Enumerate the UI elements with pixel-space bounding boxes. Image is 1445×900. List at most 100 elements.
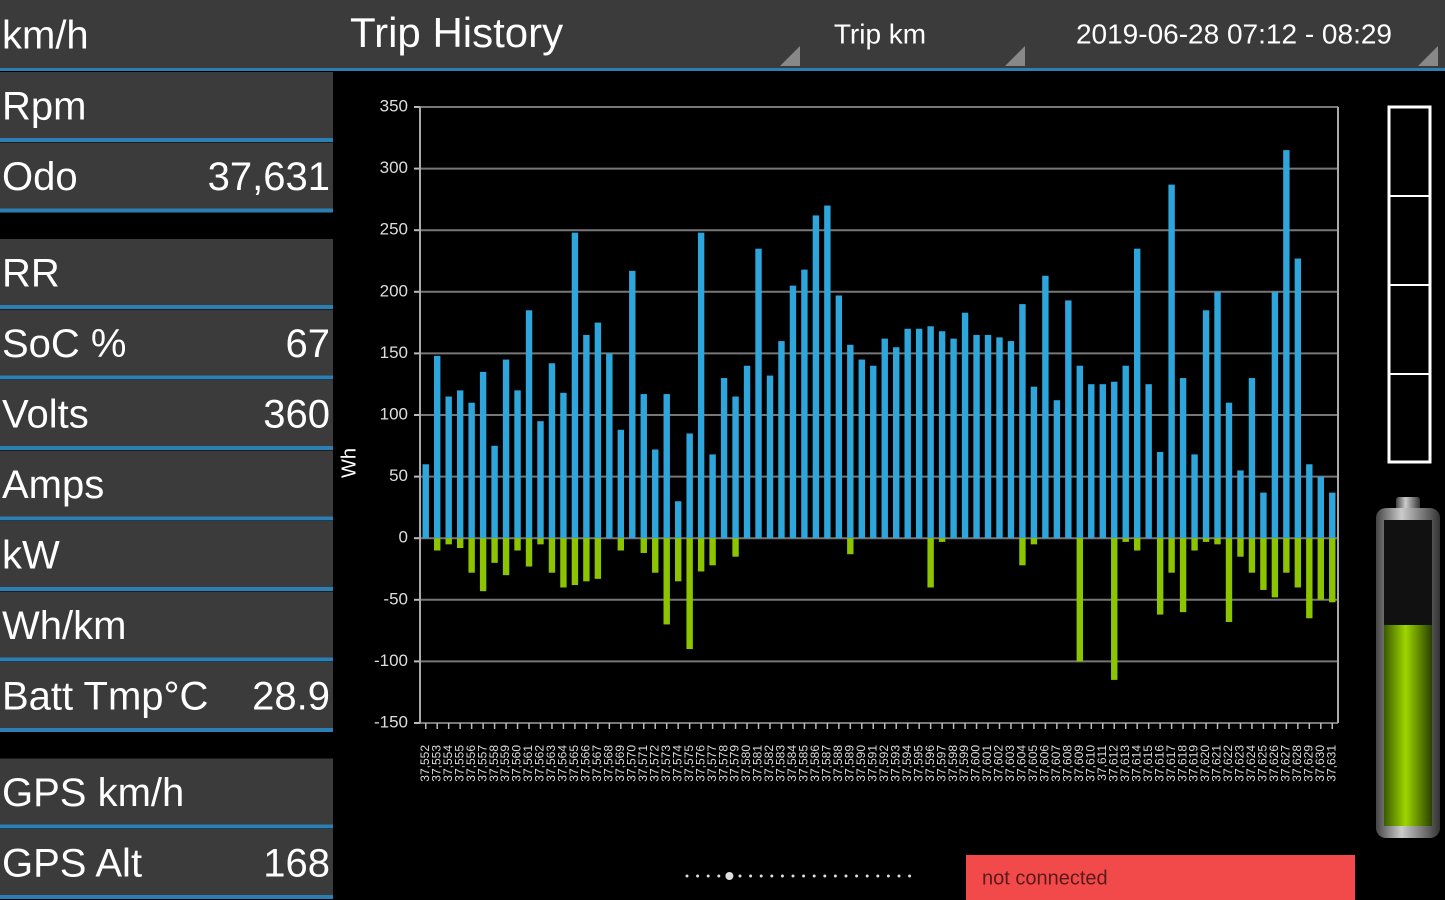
page-dot[interactable]	[844, 874, 848, 878]
x-tick-label: 37,622	[1221, 745, 1235, 782]
gauge-row	[0, 591, 333, 658]
y-axis-label: Wh	[338, 448, 360, 478]
mode-selector[interactable]: Trip km	[834, 18, 926, 49]
x-tick-label: 37,603	[1003, 745, 1017, 782]
y-tick-label: -100	[374, 651, 408, 670]
page-dot[interactable]	[823, 874, 827, 878]
x-tick-label: 37,582	[762, 745, 776, 782]
page-dot[interactable]	[855, 874, 859, 878]
bar	[847, 344, 854, 539]
page-dot[interactable]	[886, 874, 890, 878]
speed-label: km/h	[2, 14, 89, 58]
x-tick-label: 37,598	[946, 745, 960, 782]
y-tick-label: -50	[383, 589, 408, 608]
bar	[1237, 470, 1244, 539]
x-tick-label: 37,618	[1175, 745, 1189, 782]
bar	[1237, 538, 1244, 557]
bar	[1133, 538, 1141, 551]
bar	[1248, 378, 1256, 539]
x-tick-label: 37,629	[1301, 745, 1315, 782]
gauge-label: Amps	[2, 463, 104, 507]
time-range[interactable]: 2019-06-28 07:12 - 08:29	[1076, 18, 1392, 49]
page-dot[interactable]	[717, 874, 721, 878]
x-tick-label: 37,612	[1106, 745, 1120, 782]
row-underline	[0, 305, 333, 309]
bar	[1214, 538, 1221, 545]
bar	[548, 363, 556, 539]
x-tick-label: 37,565	[567, 745, 581, 782]
page-dot[interactable]	[749, 874, 753, 878]
gauge-panel: Rpm Odo 37,631 RR SoC % 67 Volts 360 Amps kW Wh/km…	[0, 72, 333, 899]
bar	[663, 538, 670, 625]
x-tick-label: 37,630	[1313, 745, 1327, 782]
page-dot[interactable]	[812, 874, 816, 878]
bar	[1191, 538, 1198, 551]
bar	[766, 375, 774, 539]
bar	[1030, 386, 1038, 539]
gauge-row	[0, 450, 333, 517]
bar	[847, 538, 854, 555]
bar	[594, 322, 602, 539]
page-dot[interactable]	[833, 874, 837, 878]
bar	[456, 390, 464, 539]
bar	[1294, 258, 1302, 539]
row-underline	[0, 446, 333, 450]
bar	[479, 371, 487, 539]
page-dot[interactable]	[725, 872, 734, 880]
page-dot[interactable]	[685, 874, 689, 878]
bar	[686, 433, 693, 539]
battery-cap	[1396, 497, 1420, 511]
page-dot[interactable]	[908, 874, 912, 878]
bar	[801, 269, 808, 539]
x-tick-label: 37,623	[1233, 745, 1247, 782]
page-dot[interactable]	[696, 874, 700, 878]
page-dot[interactable]	[897, 874, 901, 878]
page-dot[interactable]	[770, 874, 774, 878]
row-underline	[0, 824, 333, 829]
gauge-label: GPS Alt	[2, 842, 142, 886]
y-tick-label: -150	[374, 712, 408, 731]
bar	[1156, 538, 1164, 615]
x-tick-label: 37,591	[865, 745, 879, 782]
row-underline	[0, 587, 333, 591]
x-tick-label: 37,558	[487, 745, 501, 782]
bar	[674, 501, 682, 539]
x-tick-label: 37,599	[957, 745, 971, 782]
x-tick-label: 37,577	[705, 745, 719, 782]
x-tick-label: 37,614	[1129, 745, 1143, 782]
gauge-label: Rpm	[2, 85, 86, 129]
bar	[1271, 538, 1279, 598]
x-tick-label: 37,574	[670, 745, 684, 782]
gauge-row	[0, 380, 333, 446]
page-title[interactable]: Trip History	[350, 9, 563, 56]
page-dot[interactable]	[802, 874, 806, 878]
page-dot[interactable]	[738, 874, 742, 878]
bar	[1214, 291, 1221, 539]
bar	[1260, 492, 1267, 539]
gauge-row	[0, 758, 333, 825]
x-tick-label: 37,573	[659, 745, 673, 782]
page-indicator[interactable]	[685, 872, 912, 880]
bar	[1065, 300, 1072, 539]
page-dot[interactable]	[780, 874, 784, 878]
bar	[1202, 310, 1210, 539]
x-tick-label: 37,575	[682, 745, 696, 782]
x-tick-label: 37,628	[1290, 745, 1304, 782]
page-dot[interactable]	[759, 874, 763, 878]
page-dot[interactable]	[865, 874, 869, 878]
x-tick-label: 37,567	[590, 745, 604, 782]
status-box	[966, 855, 1355, 900]
gauge-row	[0, 72, 333, 138]
bar	[709, 538, 716, 566]
page-dot[interactable]	[876, 874, 880, 878]
bar	[560, 392, 567, 539]
page-dot[interactable]	[706, 874, 710, 878]
page-dot[interactable]	[791, 874, 795, 878]
y-tick-label: 200	[380, 281, 408, 300]
gauge-label: kW	[2, 534, 60, 578]
x-tick-label: 37,572	[647, 745, 661, 782]
x-tick-label: 37,587	[820, 745, 834, 782]
bar	[434, 538, 441, 551]
x-tick-label: 37,596	[923, 745, 937, 782]
bar	[594, 538, 602, 579]
